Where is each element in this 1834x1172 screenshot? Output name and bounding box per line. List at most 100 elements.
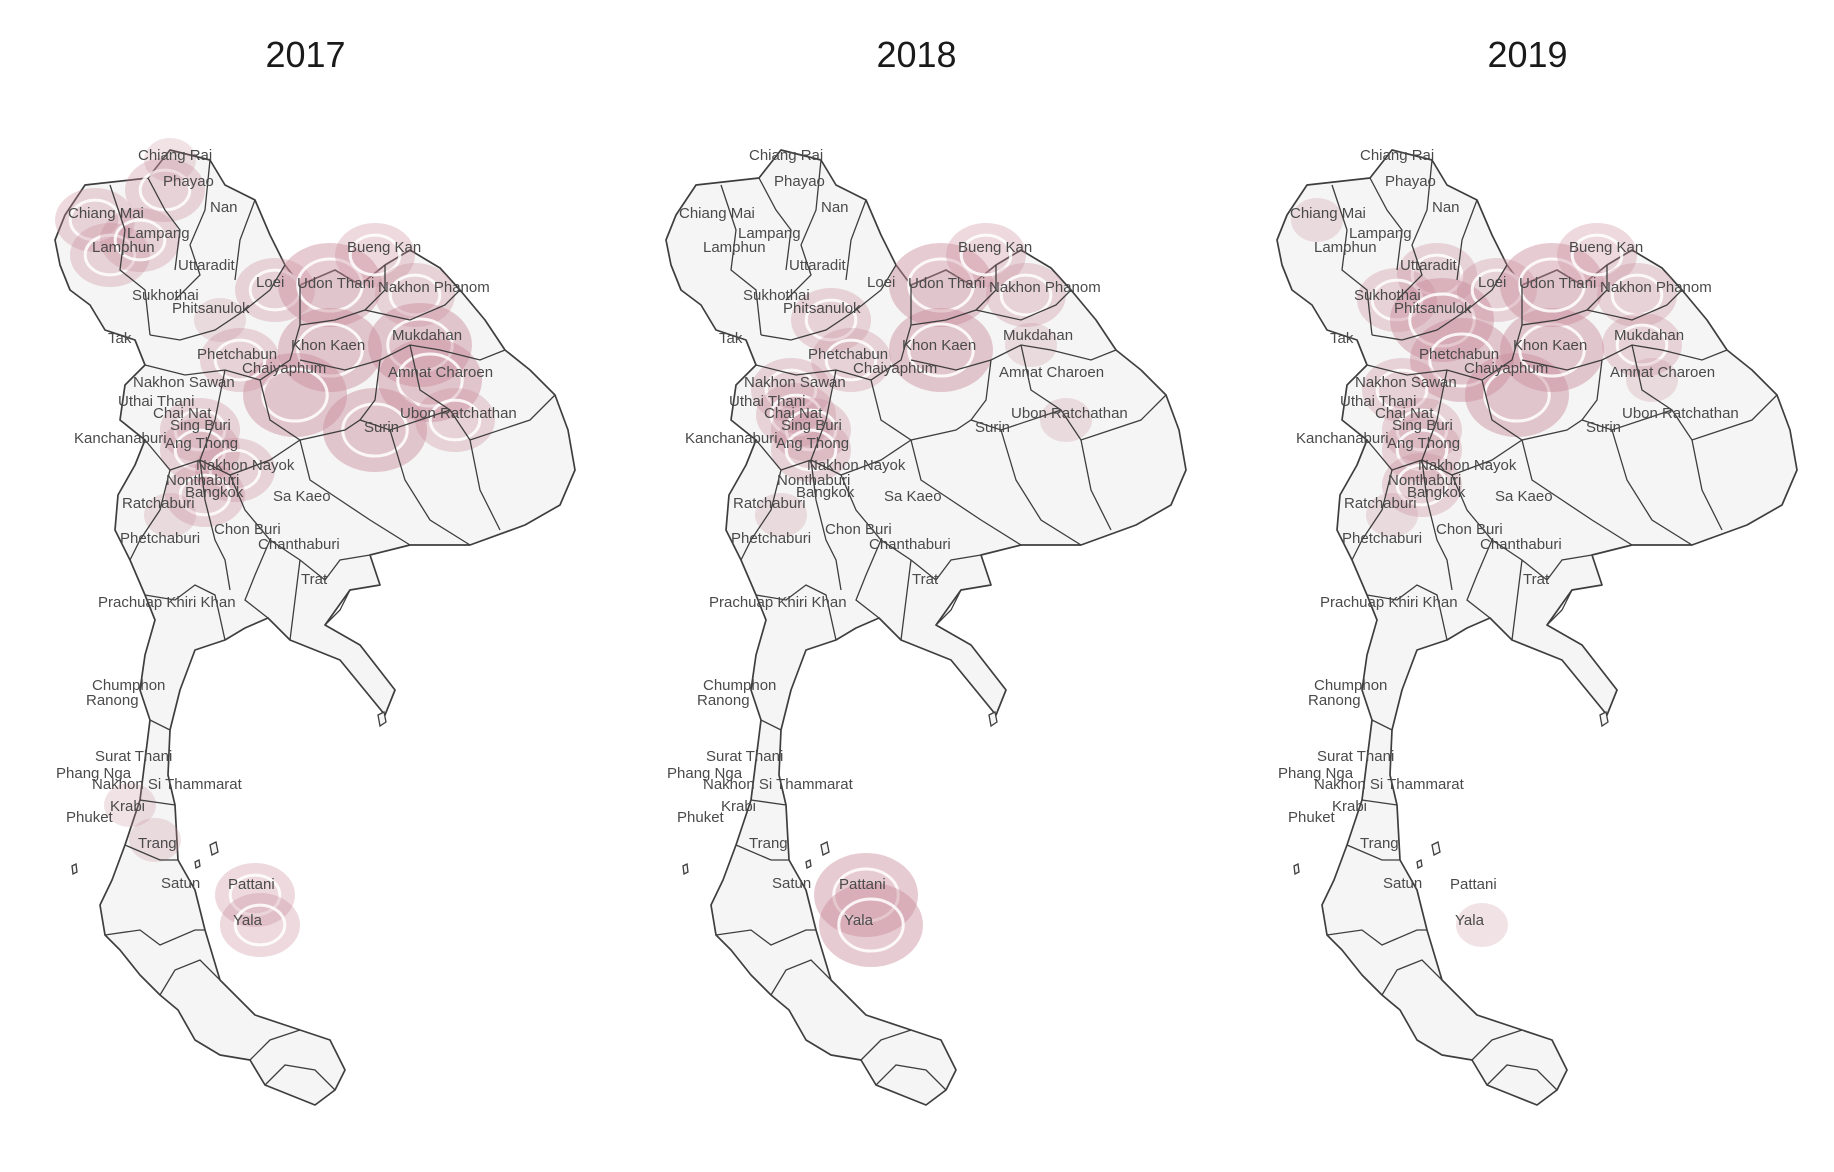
province-border <box>389 429 471 546</box>
province-label: Chiang Mai <box>679 205 755 222</box>
province-border <box>1366 584 1448 641</box>
province-border <box>1371 264 1508 341</box>
province-border <box>1611 429 1693 546</box>
province-label: Phayao <box>774 173 825 190</box>
density-blob <box>144 138 196 182</box>
island-shape <box>194 859 201 869</box>
density-contour <box>959 233 1013 277</box>
province-border <box>1466 539 1493 619</box>
density-contour <box>208 448 262 492</box>
density-blob <box>811 328 891 392</box>
province-label: Bangkok <box>1407 484 1466 501</box>
density-blob <box>375 263 455 327</box>
province-border <box>289 559 301 641</box>
thailand-density-map: Chiang Rai Phayao Nan Chiang Mai LampangLamp… <box>1276 147 1798 1106</box>
province-label: Trat <box>912 571 939 588</box>
province-label: Pattani <box>228 876 275 893</box>
province-label: Trat <box>301 571 328 588</box>
province-label: Ang Thong <box>776 435 849 452</box>
density-contour <box>804 298 858 342</box>
density-contour <box>999 273 1053 317</box>
province-border <box>1346 844 1400 861</box>
province-label: Chaiyaphum <box>1464 360 1548 377</box>
province-label: Surin <box>1586 419 1621 436</box>
province-border <box>720 184 762 336</box>
province-border <box>234 199 256 281</box>
province-label: Prachuap Khiri Khan <box>709 594 847 611</box>
province-label: Amnat Charoen <box>1610 364 1715 381</box>
province-label: Uthai Thani <box>118 393 194 410</box>
island-shape <box>209 841 219 856</box>
province-label: Chanthaburi <box>258 536 340 553</box>
province-label: Trang <box>138 835 177 852</box>
province-label: Uthai Thani <box>1340 393 1416 410</box>
density-contour <box>113 218 167 262</box>
province-label: Ubon Ratchathan <box>1622 405 1739 422</box>
province-label: Mukdahan <box>392 327 462 344</box>
province-label: Lamphun <box>1314 239 1377 256</box>
province-border <box>755 584 837 641</box>
density-contour <box>764 368 818 412</box>
land-layer <box>54 149 576 1106</box>
province-label: Loei <box>256 274 284 291</box>
province-border <box>750 799 787 806</box>
density-blob <box>1382 453 1462 517</box>
province-border <box>975 289 1072 321</box>
province-label: Krabi <box>110 798 145 815</box>
density-blob <box>889 243 993 327</box>
density-contour <box>907 257 975 313</box>
panel-title: 2019 <box>1487 34 1568 75</box>
province-label: Krabi <box>1332 798 1367 815</box>
province-label: Surat Thani <box>1317 748 1394 765</box>
province-border <box>1486 1064 1558 1091</box>
province-border <box>144 584 226 641</box>
province-label: Chiang Mai <box>1290 205 1366 222</box>
province-border <box>1369 177 1403 271</box>
province-border <box>935 589 962 626</box>
province-label: Sukhothai <box>132 287 199 304</box>
island-shape <box>1416 859 1423 869</box>
province-border <box>900 559 912 641</box>
province-border <box>1326 929 1427 946</box>
density-contour <box>1615 323 1669 367</box>
province-label: Surin <box>364 419 399 436</box>
density-blob <box>1500 308 1604 392</box>
province-border <box>249 1029 301 1061</box>
province-label: Ratchaburi <box>1344 495 1417 512</box>
province-label: Satun <box>1383 875 1422 892</box>
density-blob <box>195 438 275 502</box>
density-contour <box>386 317 454 373</box>
province-label: Phang Nga <box>1278 765 1354 782</box>
province-label: Chai Nat <box>153 405 212 422</box>
province-label: Loei <box>867 274 895 291</box>
density-contour <box>1428 332 1496 388</box>
province-label: Lamphun <box>92 239 155 256</box>
province-border <box>740 469 782 561</box>
province-label: Bueng Kan <box>958 239 1032 256</box>
province-border <box>875 1064 947 1091</box>
density-contour <box>784 408 838 452</box>
province-label: Ang Thong <box>165 435 238 452</box>
density-blob <box>278 243 382 327</box>
province-label: Phuket <box>1288 809 1336 826</box>
province-label: Phayao <box>163 173 214 190</box>
province-label: Nakhon Nayok <box>1418 457 1517 474</box>
province-border <box>1351 469 1393 561</box>
province-label: Phang Nga <box>667 765 743 782</box>
province-border <box>1691 439 1723 531</box>
density-blob <box>335 223 415 287</box>
province-labels: Chiang Rai Phayao Nan Chiang Mai LampangLamp… <box>667 147 1128 929</box>
province-label: Phitsanulok <box>172 300 250 317</box>
province-border <box>149 719 171 731</box>
density-blob <box>235 258 315 322</box>
province-label: Chon Buri <box>214 521 281 538</box>
province-label: Pattani <box>839 876 886 893</box>
province-label: Chanthaburi <box>869 536 951 553</box>
province-label: Nakhon Phanom <box>378 279 490 296</box>
density-contour <box>348 233 402 277</box>
province-border <box>129 469 171 561</box>
density-contour <box>1610 273 1664 317</box>
province-border <box>970 359 992 421</box>
island-shape <box>377 711 387 728</box>
density-blob <box>1390 278 1494 362</box>
